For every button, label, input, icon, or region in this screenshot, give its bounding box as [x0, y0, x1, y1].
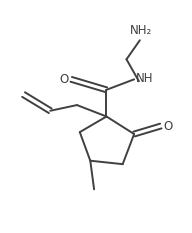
Text: NH₂: NH₂	[130, 24, 152, 37]
Text: O: O	[164, 120, 173, 133]
Text: NH: NH	[136, 72, 153, 85]
Text: O: O	[59, 73, 68, 86]
